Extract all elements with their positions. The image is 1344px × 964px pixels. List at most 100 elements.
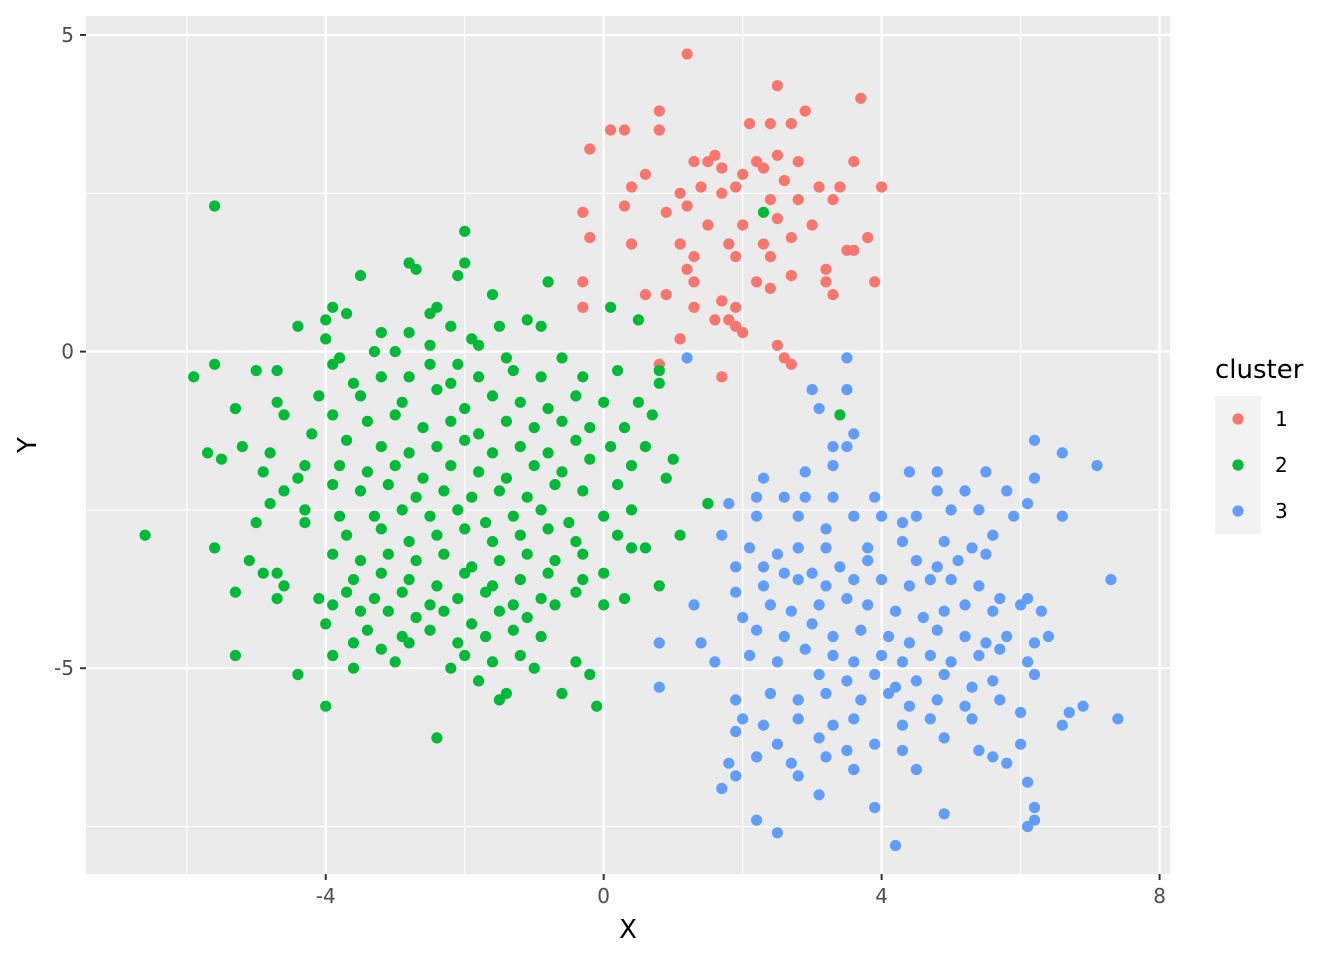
- data-point-cluster-2: [431, 529, 443, 541]
- data-point-cluster-3: [910, 555, 923, 567]
- data-point-cluster-1: [618, 200, 631, 212]
- data-point-cluster-2: [334, 510, 346, 522]
- data-point-cluster-2: [354, 605, 367, 617]
- data-point-cluster-2: [535, 504, 547, 516]
- data-point-cluster-3: [820, 523, 832, 535]
- data-point-cluster-2: [424, 510, 436, 522]
- data-point-cluster-2: [278, 580, 290, 592]
- data-point-cluster-2: [577, 485, 589, 497]
- data-point-cluster-3: [1008, 510, 1020, 522]
- data-point-cluster-3: [813, 403, 825, 415]
- data-point-cluster-1: [681, 263, 693, 275]
- data-point-cluster-2: [486, 536, 499, 548]
- data-point-cluster-3: [1056, 719, 1068, 731]
- data-point-cluster-2: [556, 352, 568, 364]
- data-point-cluster-3: [903, 637, 916, 649]
- data-point-cluster-3: [1001, 757, 1013, 769]
- data-point-cluster-1: [639, 168, 652, 180]
- data-point-cluster-2: [542, 447, 554, 459]
- data-point-cluster-1: [674, 187, 686, 199]
- data-point-cluster-2: [410, 263, 422, 275]
- data-point-cluster-3: [1035, 605, 1047, 617]
- data-point-cluster-2: [521, 314, 533, 326]
- data-point-cluster-3: [1042, 630, 1054, 643]
- data-point-cluster-3: [1015, 599, 1027, 611]
- data-point-cluster-2: [549, 555, 561, 567]
- data-point-cluster-2: [584, 668, 596, 681]
- data-point-cluster-2: [403, 371, 415, 383]
- data-point-cluster-2: [396, 504, 408, 516]
- data-point-cluster-2: [514, 574, 526, 586]
- data-point-cluster-3: [771, 656, 784, 668]
- data-point-cluster-1: [785, 358, 797, 370]
- data-point-cluster-2: [500, 415, 512, 427]
- data-point-cluster-3: [757, 472, 770, 484]
- grid-major: [86, 16, 1170, 874]
- data-point-cluster-3: [848, 713, 860, 725]
- data-point-cluster-1: [764, 251, 777, 263]
- data-point-cluster-2: [264, 498, 276, 510]
- data-point-cluster-2: [563, 517, 575, 529]
- data-point-cluster-2: [243, 555, 255, 567]
- data-point-cluster-3: [973, 649, 985, 662]
- data-point-cluster-2: [382, 605, 394, 617]
- data-point-cluster-3: [987, 529, 999, 541]
- data-point-cluster-3: [744, 542, 756, 554]
- data-point-cluster-2: [452, 504, 464, 516]
- data-point-cluster-3: [966, 542, 978, 554]
- data-point-cluster-3: [709, 656, 721, 668]
- data-point-cluster-3: [945, 504, 957, 516]
- data-point-cluster-3: [889, 839, 902, 852]
- data-point-cluster-3: [938, 732, 950, 744]
- x-axis: -4 0 4 8: [316, 874, 1166, 908]
- data-point-cluster-2: [459, 567, 471, 579]
- data-point-cluster-3: [834, 561, 846, 573]
- data-point-cluster-3: [723, 498, 735, 510]
- data-point-cluster-2: [347, 662, 360, 674]
- data-point-cluster-3: [896, 656, 909, 668]
- data-point-cluster-3: [813, 732, 825, 744]
- data-point-cluster-2: [354, 485, 367, 497]
- data-point-cluster-2: [674, 529, 686, 541]
- data-point-cluster-3: [778, 491, 790, 503]
- data-point-cluster-3: [785, 757, 797, 769]
- data-point-cluster-3: [1022, 776, 1034, 788]
- data-point-cluster-2: [431, 732, 443, 744]
- data-point-cluster-3: [994, 643, 1006, 655]
- data-point-cluster-2: [473, 675, 485, 687]
- data-point-cluster-2: [271, 365, 283, 377]
- data-point-cluster-2: [431, 441, 443, 453]
- data-point-cluster-2: [639, 441, 652, 453]
- data-point-cluster-2: [445, 460, 457, 472]
- data-point-cluster-3: [924, 574, 936, 586]
- data-point-cluster-1: [716, 187, 728, 199]
- data-point-cluster-1: [716, 162, 728, 174]
- data-point-cluster-3: [1028, 472, 1041, 484]
- data-point-cluster-1: [730, 181, 742, 193]
- data-point-cluster-2: [403, 447, 415, 459]
- data-point-cluster-3: [973, 504, 985, 516]
- data-point-cluster-3: [987, 675, 999, 687]
- data-point-cluster-3: [730, 586, 742, 598]
- data-point-cluster-2: [327, 409, 339, 421]
- data-point-cluster-1: [688, 301, 700, 313]
- data-point-cluster-3: [896, 536, 909, 548]
- data-point-cluster-1: [577, 301, 589, 313]
- data-point-cluster-2: [354, 390, 367, 402]
- data-point-cluster-3: [910, 510, 923, 522]
- data-point-cluster-3: [730, 694, 742, 706]
- data-point-cluster-2: [556, 687, 568, 700]
- data-point-cluster-2: [570, 434, 582, 446]
- data-point-cluster-3: [806, 618, 818, 630]
- data-point-cluster-3: [966, 713, 978, 725]
- data-point-cluster-3: [771, 738, 784, 750]
- data-point-cluster-2: [493, 485, 505, 497]
- x-tick-label: 4: [875, 884, 888, 908]
- data-point-cluster-1: [674, 333, 686, 345]
- data-point-cluster-2: [618, 422, 631, 434]
- data-point-cluster-2: [375, 327, 387, 339]
- data-point-cluster-3: [820, 751, 832, 763]
- data-point-cluster-3: [778, 567, 790, 579]
- data-point-cluster-3: [792, 542, 804, 554]
- data-point-cluster-2: [438, 605, 450, 617]
